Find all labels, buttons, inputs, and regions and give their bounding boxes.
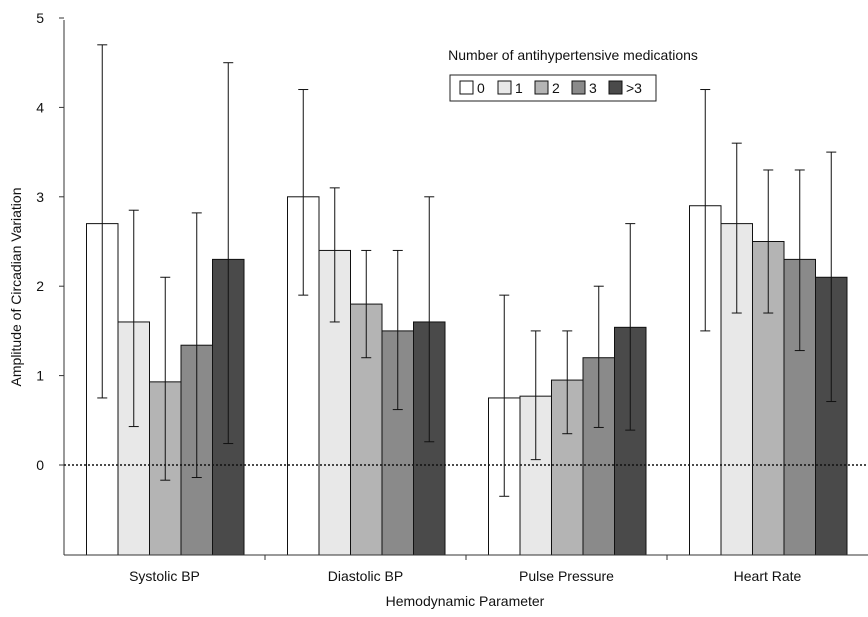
legend-swatch [571, 80, 586, 95]
x-ticks-layer: Systolic BP Diastolic BP Pulse Pressure Hea… [129, 555, 802, 584]
error-bars-layer [97, 44, 837, 497]
x-tick-label: Pulse Pressure [519, 568, 614, 584]
legend-swatch [534, 80, 549, 95]
y-ticks-layer: 0 1 2 3 4 5 [36, 10, 64, 473]
legend-swatch [459, 80, 474, 95]
legend-swatch [608, 80, 623, 95]
legend-label: 3 [589, 80, 597, 96]
y-axis-label: Amplitude of Circadian Variation [8, 188, 24, 387]
bars-layer [86, 196, 848, 556]
y-tick-label: 4 [36, 99, 44, 115]
legend: Number of antihypertensive medications 0… [448, 47, 698, 102]
x-axis-label: Hemodynamic Parameter [386, 593, 545, 609]
legend-items: 0 1 2 3 >3 [459, 80, 642, 96]
legend-swatch [497, 80, 512, 95]
legend-label: 2 [552, 80, 560, 96]
legend-title: Number of antihypertensive medications [448, 47, 698, 63]
legend-label: 1 [515, 80, 523, 96]
x-tick-label: Diastolic BP [328, 568, 403, 584]
y-tick-label: 2 [36, 278, 44, 294]
x-tick-label: Systolic BP [129, 568, 200, 584]
x-tick-label: Heart Rate [734, 568, 802, 584]
y-tick-label: 5 [36, 10, 44, 26]
legend-label: 0 [477, 80, 485, 96]
y-tick-label: 3 [36, 189, 44, 205]
y-tick-label: 1 [36, 368, 44, 384]
y-tick-label: 0 [36, 457, 44, 473]
legend-label: >3 [626, 80, 642, 96]
